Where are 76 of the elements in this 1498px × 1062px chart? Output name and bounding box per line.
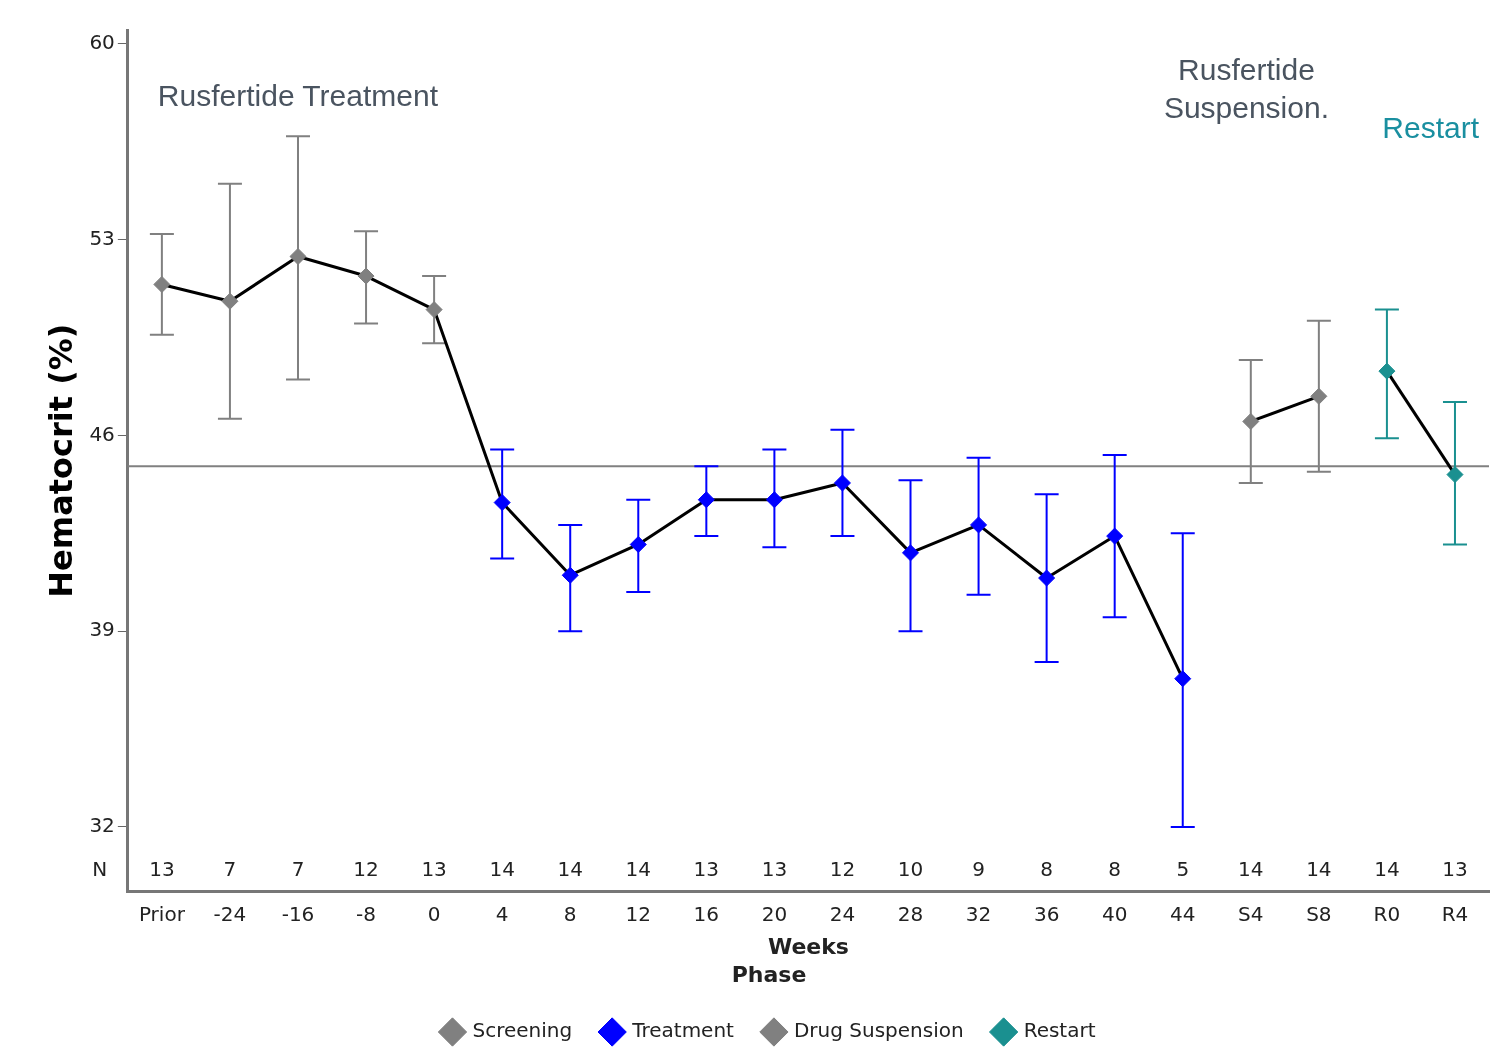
annotation: 13 (421, 857, 447, 882)
x-tick-label: 12 (625, 902, 652, 927)
x-tick-label: 40 (1101, 902, 1128, 927)
legend-label: Screening (472, 1018, 573, 1043)
legend-label: Treatment (631, 1018, 735, 1043)
point (970, 516, 988, 534)
legend-title: Phase (731, 962, 807, 988)
annotation: 12 (829, 857, 856, 882)
point (1310, 387, 1328, 405)
annotation: 14 (1306, 857, 1332, 882)
annotation: 13 (149, 857, 175, 882)
annotation: 14 (1238, 857, 1264, 882)
annotation: 13 (761, 857, 788, 882)
legend-label: Restart (1023, 1018, 1096, 1043)
point (1038, 569, 1056, 587)
annotation: 9 (972, 857, 985, 882)
point (1106, 527, 1124, 545)
y-tick-label: 53 (89, 225, 115, 250)
point (902, 544, 920, 562)
y-axis-title: Hematocrit (%) (41, 323, 80, 598)
x-tick-label: 0 (427, 902, 441, 927)
x-tick-label: 44 (1170, 902, 1196, 927)
annotation: 14 (1374, 857, 1400, 882)
point (1174, 670, 1192, 688)
x-tick-label: 24 (829, 902, 856, 927)
point (697, 491, 715, 509)
point (493, 494, 511, 512)
annotation: Rusfertide Suspension. (1163, 53, 1329, 125)
annotation: Rusfertide Treatment (157, 79, 439, 113)
x-tick-label: 4 (495, 902, 509, 927)
annotation: 13 (1442, 857, 1468, 882)
annotation: 13 (693, 857, 720, 882)
legend-label: Drug Suspension (793, 1018, 964, 1043)
x-tick-label: 32 (965, 902, 992, 927)
y-tick-label: 39 (89, 617, 115, 642)
annotation: 7 (291, 857, 305, 882)
x-tick-label: -8 (356, 902, 377, 927)
annotation: 14 (625, 857, 652, 882)
point (221, 292, 239, 310)
text: N (92, 857, 108, 882)
annotation: 10 (897, 857, 924, 882)
x-tick-label: S4 (1238, 902, 1264, 927)
annotation: 12 (353, 857, 379, 882)
annotation: Restart (1382, 111, 1480, 145)
point (289, 247, 307, 265)
x-tick-label: 8 (563, 902, 577, 927)
point (765, 491, 783, 509)
x-tick-label: R4 (1441, 902, 1469, 927)
x-tick-label: 36 (1033, 902, 1060, 927)
point (357, 267, 375, 285)
point (425, 301, 443, 319)
point (629, 535, 647, 553)
x-tick-label: 28 (897, 902, 924, 927)
y-tick-label: 32 (89, 813, 115, 838)
point (833, 474, 851, 492)
x-tick-label: -16 (281, 902, 315, 927)
annotation: 5 (1176, 857, 1190, 882)
x-tick-label: S8 (1306, 902, 1332, 927)
annotation: 7 (223, 857, 237, 882)
x-tick-label: -24 (213, 902, 247, 927)
x-tick-label: R0 (1373, 902, 1401, 927)
point (1378, 362, 1396, 380)
x-tick-label: 20 (761, 902, 788, 927)
annotation: 8 (1108, 857, 1122, 882)
point (561, 566, 579, 584)
annotation: 14 (557, 857, 583, 882)
point (1446, 466, 1464, 484)
y-tick-label: 60 (89, 30, 115, 55)
x-axis-title: Weeks (767, 934, 849, 960)
x-tick-label: Prior (138, 902, 186, 927)
point (153, 275, 171, 293)
x-tick-label: 16 (693, 902, 720, 927)
annotation: 8 (1040, 857, 1053, 882)
annotation: 14 (489, 857, 515, 882)
point (1242, 412, 1260, 430)
y-tick-label: 46 (89, 421, 115, 446)
